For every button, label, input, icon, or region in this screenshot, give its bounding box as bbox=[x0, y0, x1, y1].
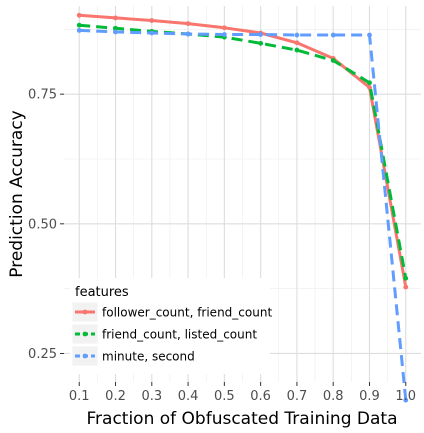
data-point bbox=[258, 40, 264, 46]
data-point bbox=[113, 15, 118, 21]
data-point bbox=[330, 32, 336, 38]
data-point bbox=[113, 29, 118, 35]
legend-key-point bbox=[82, 331, 88, 337]
legend-item: friend_count, listed_count bbox=[71, 323, 257, 345]
series-line bbox=[79, 23, 408, 279]
data-point bbox=[403, 284, 409, 290]
legend-background bbox=[70, 278, 270, 374]
data-point bbox=[113, 25, 118, 31]
x-tick-label: 0.4 bbox=[178, 389, 199, 404]
legend-key-point bbox=[82, 309, 88, 315]
series-line bbox=[79, 28, 408, 401]
legend-items: follower_count, friend_count friend_count… bbox=[71, 301, 272, 367]
data-point bbox=[294, 40, 300, 46]
data-point bbox=[403, 275, 409, 281]
legend-key-point bbox=[82, 353, 88, 359]
x-tick-label: 0.7 bbox=[287, 389, 308, 404]
x-tick-label: 0.6 bbox=[250, 389, 271, 404]
y-tick-label: 0.75 bbox=[28, 88, 57, 103]
data-point bbox=[185, 21, 191, 27]
legend-label: friend_count, listed_count bbox=[102, 328, 257, 342]
legend-item: minute, second bbox=[71, 345, 195, 367]
data-point bbox=[76, 22, 82, 28]
legend-label: minute, second bbox=[102, 350, 195, 364]
x-tick-label: 0.1 bbox=[69, 389, 90, 404]
legend-item: follower_count, friend_count bbox=[71, 301, 272, 323]
y-axis-title: Prediction Accuracy bbox=[7, 110, 27, 277]
x-axis-title: Fraction of Obfuscated Training Data bbox=[87, 409, 398, 429]
y-axis-ticks: 0.25 0.50 0.75 bbox=[28, 88, 64, 362]
legend: features follower_count, friend_countfri… bbox=[70, 278, 272, 374]
data-point bbox=[330, 58, 336, 63]
data-point bbox=[367, 80, 372, 86]
data-point bbox=[221, 32, 227, 37]
data-point bbox=[76, 27, 82, 33]
data-point bbox=[149, 18, 155, 23]
data-point bbox=[294, 32, 300, 38]
series-3 bbox=[76, 27, 409, 403]
x-axis-ticks: 0.1 0.2 0.3 0.4 0.5 0.6 0.7 0.8 0.9 1.0 bbox=[69, 382, 416, 404]
x-tick-label: 0.3 bbox=[141, 389, 162, 404]
y-tick-label: 0.25 bbox=[28, 347, 57, 362]
x-tick-label: 1.0 bbox=[395, 389, 416, 404]
data-point bbox=[76, 12, 82, 18]
x-tick-label: 0.8 bbox=[323, 389, 344, 404]
data-point bbox=[221, 25, 227, 31]
data-point bbox=[149, 30, 155, 36]
legend-title: features bbox=[75, 285, 129, 300]
x-tick-label: 0.9 bbox=[359, 389, 380, 404]
x-tick-label: 0.5 bbox=[214, 389, 235, 404]
data-point bbox=[367, 85, 372, 90]
data-point bbox=[185, 31, 191, 37]
series-2 bbox=[76, 22, 409, 281]
series-layer bbox=[76, 12, 409, 403]
data-point bbox=[367, 32, 372, 38]
y-tick-label: 0.50 bbox=[28, 217, 57, 232]
legend-label: follower_count, friend_count bbox=[102, 306, 272, 320]
data-point bbox=[258, 32, 264, 37]
data-point bbox=[294, 47, 300, 53]
x-tick-label: 0.2 bbox=[105, 389, 126, 404]
data-point bbox=[403, 397, 409, 403]
grid-major bbox=[64, 6, 421, 382]
